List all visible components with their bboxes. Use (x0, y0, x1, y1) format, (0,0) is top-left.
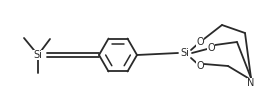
Text: Si: Si (34, 50, 43, 60)
Text: N: N (247, 78, 255, 88)
Text: O: O (196, 61, 204, 71)
Text: O: O (196, 37, 204, 47)
Text: Si: Si (181, 48, 190, 58)
Text: O: O (207, 43, 215, 53)
